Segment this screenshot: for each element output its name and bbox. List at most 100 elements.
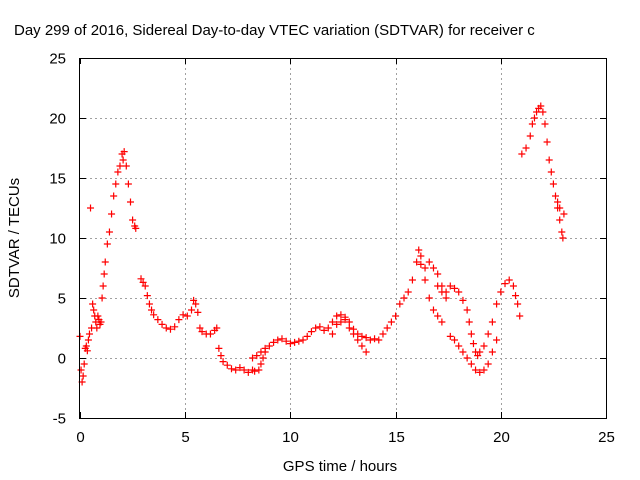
data-point	[505, 276, 513, 284]
data-point	[82, 342, 90, 350]
data-point	[429, 306, 437, 314]
data-point	[190, 296, 198, 304]
data-point	[84, 336, 92, 344]
x-tick-label: 5	[181, 429, 189, 446]
data-point	[467, 330, 475, 338]
data-point	[421, 276, 429, 284]
data-point	[425, 258, 433, 266]
data-point	[215, 344, 223, 352]
data-point	[480, 342, 488, 350]
data-point	[362, 334, 370, 342]
data-point	[278, 335, 286, 343]
chart-title: Day 299 of 2016, Sidereal Day-to-day VTE…	[14, 22, 535, 39]
data-point	[162, 324, 170, 332]
data-point	[274, 336, 282, 344]
data-point	[354, 336, 362, 344]
data-point	[552, 192, 560, 200]
data-point	[103, 240, 111, 248]
data-point	[421, 264, 429, 272]
data-point	[463, 306, 471, 314]
data-point	[198, 328, 206, 336]
data-point	[541, 120, 549, 128]
data-point	[100, 270, 108, 278]
x-tick-label: 25	[598, 429, 615, 446]
data-point	[446, 282, 454, 290]
data-point	[345, 324, 353, 332]
data-point	[337, 318, 345, 326]
data-point	[518, 150, 526, 158]
data-point	[90, 306, 98, 314]
data-point	[79, 372, 87, 380]
data-point	[259, 354, 267, 362]
data-point	[333, 320, 341, 328]
y-tick-label: 0	[58, 351, 66, 368]
data-point	[337, 311, 345, 319]
data-point	[240, 366, 248, 374]
data-point	[141, 282, 149, 290]
data-point	[253, 352, 261, 360]
data-point	[137, 275, 145, 283]
data-point	[307, 328, 315, 336]
data-point	[171, 323, 179, 331]
data-point	[465, 318, 473, 326]
data-point	[472, 366, 480, 374]
x-tick-label: 10	[282, 429, 299, 446]
data-point	[265, 342, 273, 350]
data-point	[459, 296, 467, 304]
data-point	[312, 324, 320, 332]
data-point	[80, 360, 88, 368]
data-point	[101, 258, 109, 266]
data-point	[556, 216, 564, 224]
data-point	[358, 342, 366, 350]
data-point	[484, 330, 492, 338]
data-point	[139, 278, 147, 286]
data-point	[476, 368, 484, 376]
data-point	[469, 340, 477, 348]
x-tick-labels: 0 5 10 15 20 25	[76, 429, 615, 446]
data-point	[179, 311, 187, 319]
data-point	[299, 336, 307, 344]
data-point	[350, 325, 358, 333]
data-point	[324, 324, 332, 332]
data-point	[425, 294, 433, 302]
data-point	[97, 318, 105, 326]
data-point	[537, 102, 545, 110]
axis-ticks	[80, 58, 607, 419]
data-point	[227, 365, 235, 373]
data-point	[93, 324, 101, 332]
data-point	[192, 300, 200, 308]
data-point	[451, 336, 459, 344]
plot-frame	[79, 58, 607, 419]
data-point	[476, 348, 484, 356]
data-point	[232, 366, 240, 374]
data-point	[358, 332, 366, 340]
y-tick-label: 5	[58, 291, 66, 308]
data-point	[291, 338, 299, 346]
data-point	[516, 312, 524, 320]
data-point	[154, 316, 162, 324]
data-point	[514, 300, 522, 308]
data-point	[559, 234, 567, 242]
data-point	[556, 204, 564, 212]
data-point	[328, 318, 336, 326]
data-point	[158, 320, 166, 328]
data-point	[480, 366, 488, 374]
data-point	[345, 318, 353, 326]
data-point	[501, 280, 509, 288]
data-point	[528, 120, 536, 128]
data-point	[108, 210, 116, 218]
data-point	[438, 318, 446, 326]
data-point	[124, 180, 132, 188]
data-point	[110, 192, 118, 200]
data-point	[116, 162, 124, 170]
data-point	[150, 311, 158, 319]
data-point	[375, 336, 383, 344]
data-point	[105, 228, 113, 236]
data-point	[463, 354, 471, 362]
data-point	[383, 324, 391, 332]
data-point	[417, 252, 425, 260]
data-point	[371, 335, 379, 343]
data-point	[379, 330, 387, 338]
data-point	[547, 168, 555, 176]
